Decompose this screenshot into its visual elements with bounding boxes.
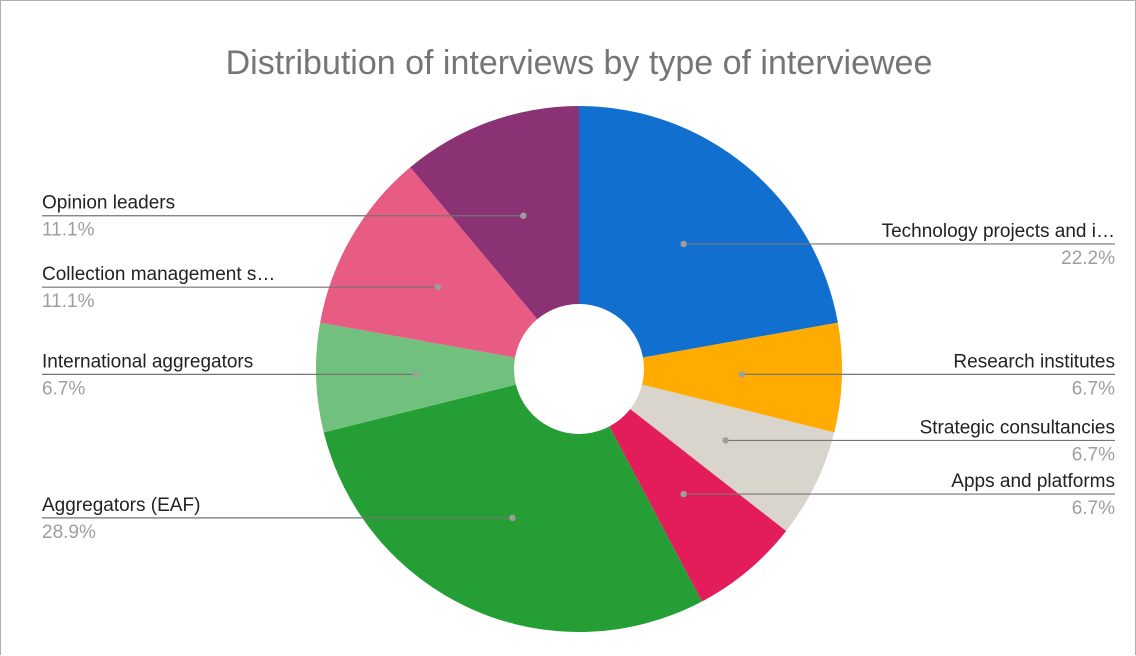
pie-slice-2[interactable] bbox=[579, 322, 842, 433]
slice-percent-2: 6.7% bbox=[1072, 378, 1115, 399]
pie-slice-7[interactable] bbox=[320, 167, 579, 369]
pie-slice-8[interactable] bbox=[410, 106, 579, 369]
slice-label-7: Collection management s… bbox=[42, 264, 275, 285]
slice-label-5: Aggregators (EAF) bbox=[42, 495, 200, 516]
pie-labels: Technology projects and i… 22.2% Research … bbox=[42, 193, 1115, 543]
slice-percent-8: 11.1% bbox=[42, 220, 95, 241]
slice-percent-7: 11.1% bbox=[42, 291, 95, 312]
donut-hole bbox=[514, 304, 644, 434]
slice-percent-1: 22.2% bbox=[1061, 248, 1115, 269]
leader-dot-2 bbox=[738, 371, 746, 378]
slice-percent-5: 28.9% bbox=[42, 522, 96, 543]
leader-dot-7 bbox=[434, 283, 442, 291]
slice-label-6: International aggregators bbox=[42, 351, 253, 372]
pie-slice-5[interactable] bbox=[323, 369, 702, 632]
slice-percent-3: 6.7% bbox=[1072, 444, 1115, 465]
pie-slice-3[interactable] bbox=[579, 369, 835, 532]
leader-dot-8 bbox=[520, 212, 527, 219]
slice-label-4: Apps and platforms bbox=[951, 471, 1115, 492]
slice-label-8: Opinion leaders bbox=[42, 193, 175, 214]
leader-dot-3 bbox=[722, 437, 729, 444]
slice-percent-6: 6.7% bbox=[42, 378, 85, 399]
slice-label-1: Technology projects and i… bbox=[882, 221, 1115, 242]
pie-slice-4[interactable] bbox=[579, 369, 787, 602]
leader-dot-4 bbox=[680, 490, 687, 498]
leader-dot-6 bbox=[412, 371, 420, 378]
slice-label-2: Research institutes bbox=[953, 351, 1115, 372]
slice-label-3: Strategic consultancies bbox=[920, 417, 1115, 438]
pie-slice-1[interactable] bbox=[579, 106, 838, 369]
chart-title: Distribution of interviews by type of in… bbox=[225, 44, 933, 82]
pie-slices bbox=[316, 106, 842, 632]
slice-percent-4: 6.7% bbox=[1072, 498, 1115, 519]
leader-dot-5 bbox=[509, 514, 516, 522]
pie-slice-6[interactable] bbox=[316, 322, 579, 433]
leader-dot-1 bbox=[680, 240, 687, 248]
